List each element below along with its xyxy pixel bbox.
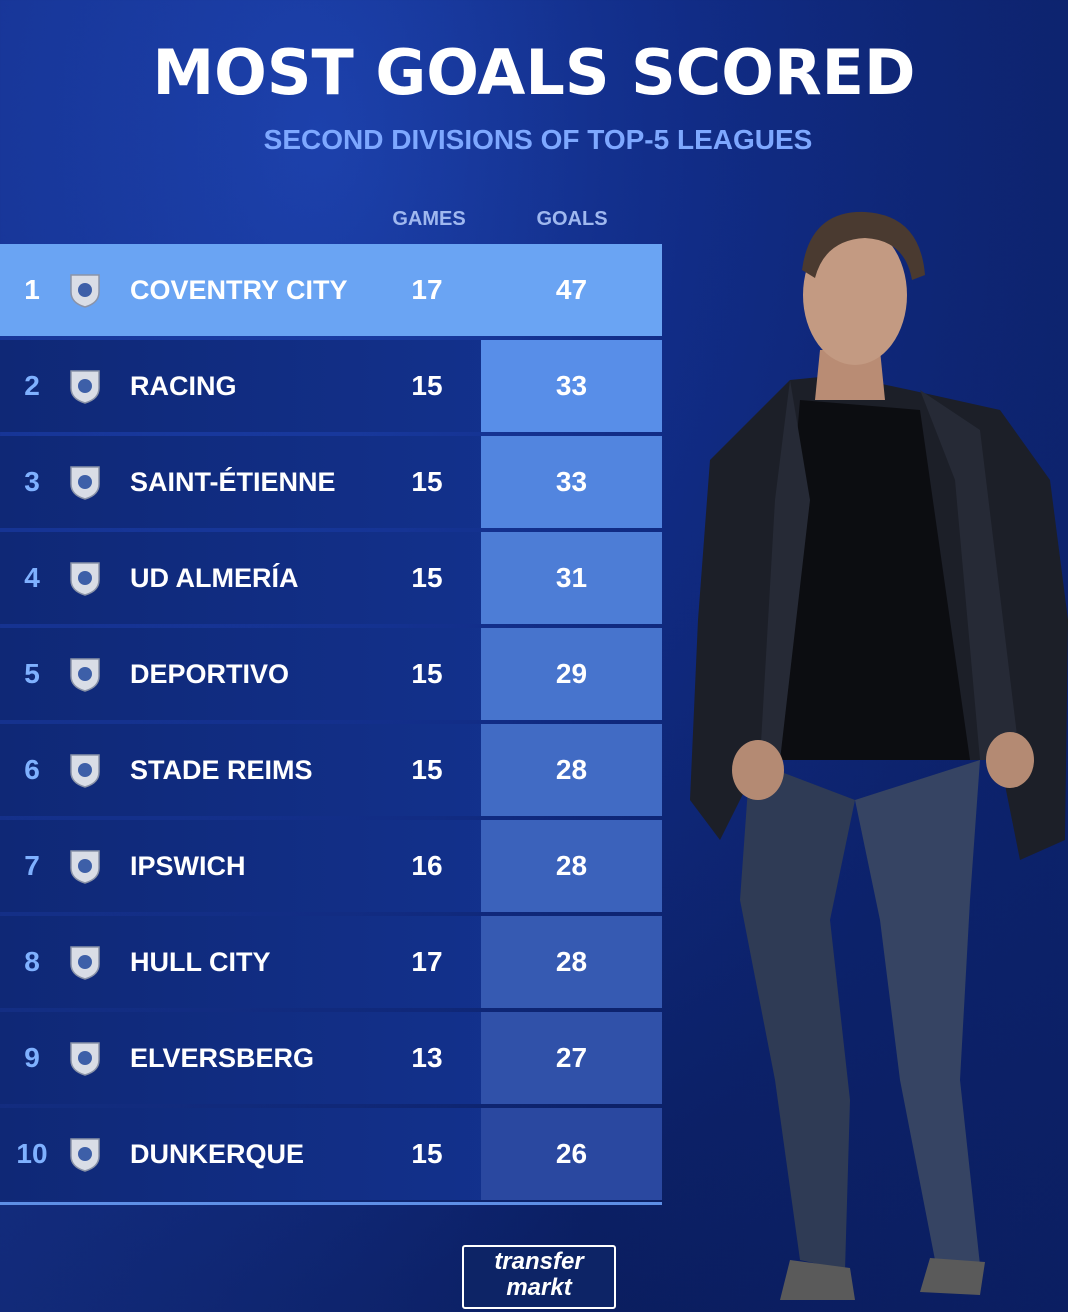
team-name: ELVERSBERG	[130, 1043, 315, 1073]
goals-value: 31	[555, 562, 588, 593]
page-title: MOST GOALS SCORED	[152, 36, 916, 109]
goals-cell: 26	[481, 1108, 662, 1200]
goals-cell: 33	[481, 436, 662, 528]
goals-value: 29	[555, 658, 588, 689]
goals-value: 27	[555, 1042, 588, 1073]
games-value: 15	[411, 754, 443, 785]
table-row: 8 HULL CITY 17 28	[0, 916, 662, 1008]
table-row: 2 RACING 15 33	[0, 340, 662, 432]
goals-cell: 33	[481, 340, 662, 432]
hull-crest-icon	[70, 946, 100, 980]
games-value: 13	[411, 1042, 443, 1073]
goals-cell: 47	[481, 244, 662, 336]
team-name: UD ALMERÍA	[130, 563, 299, 593]
team-name: STADE REIMS	[130, 755, 313, 785]
column-header-goals: GOALS	[536, 208, 608, 230]
table-row: 9 ELVERSBERG 13 27	[0, 1012, 662, 1104]
rank-number: 6	[24, 754, 40, 785]
table-row: 10 DUNKERQUE 15 26	[0, 1108, 662, 1200]
team-name: HULL CITY	[130, 947, 271, 977]
coventry-crest-icon	[70, 274, 100, 308]
table-row: 3 SAINT-ÉTIENNE 15 33	[0, 436, 662, 528]
rank-number: 5	[24, 658, 40, 689]
team-name: RACING	[130, 371, 237, 401]
rank-number: 10	[16, 1138, 48, 1169]
coach-photo	[690, 211, 1068, 1300]
transfermarkt-logo: transfer markt	[462, 1245, 616, 1309]
table-row: 4 UD ALMERÍA 15 31	[0, 532, 662, 624]
games-value: 15	[411, 1138, 443, 1169]
ranking-table: 1 COVENTRY CITY 17 47 2 RACING 15 33 3 SAINT-ÉTIE…	[0, 244, 662, 1204]
elversberg-crest-icon	[70, 1042, 100, 1076]
team-name: SAINT-ÉTIENNE	[130, 467, 336, 497]
games-value: 15	[411, 370, 443, 401]
team-name: DUNKERQUE	[130, 1139, 305, 1169]
ipswich-crest-icon	[70, 850, 100, 884]
games-value: 16	[411, 850, 443, 881]
rank-number: 1	[24, 274, 40, 305]
rank-number: 7	[24, 850, 40, 881]
games-value: 15	[411, 562, 443, 593]
rank-number: 3	[24, 466, 40, 497]
racing-crest-icon	[70, 370, 100, 404]
games-value: 17	[411, 274, 443, 305]
games-value: 17	[411, 946, 443, 977]
rank-number: 8	[24, 946, 40, 977]
page-subtitle: SECOND DIVISIONS OF TOP-5 LEAGUES	[263, 124, 813, 155]
deportivo-crest-icon	[70, 658, 100, 692]
games-value: 15	[411, 466, 443, 497]
saint-etienne-crest-icon	[70, 466, 100, 500]
table-row: 6 STADE REIMS 15 28	[0, 724, 662, 816]
goals-value: 28	[555, 850, 588, 881]
goals-cell: 27	[481, 1012, 662, 1104]
goals-value: 28	[555, 946, 588, 977]
rank-number: 9	[24, 1042, 40, 1073]
table-bottom-border	[0, 1202, 662, 1205]
goals-cell: 28	[481, 724, 662, 816]
goals-cell: 28	[481, 916, 662, 1008]
table-row: 5 DEPORTIVO 15 29	[0, 628, 662, 720]
team-name: IPSWICH	[130, 851, 246, 881]
dunkerque-crest-icon	[70, 1138, 100, 1172]
logo-text-line2: markt	[506, 1274, 572, 1301]
goals-cell: 29	[481, 628, 662, 720]
team-name: COVENTRY CITY	[130, 275, 348, 305]
goals-value: 47	[555, 274, 588, 305]
goals-cell: 31	[481, 532, 662, 624]
goals-cell: 28	[481, 820, 662, 912]
reims-crest-icon	[70, 754, 100, 788]
almeria-crest-icon	[70, 562, 100, 596]
team-name: DEPORTIVO	[130, 659, 290, 689]
goals-value: 33	[555, 370, 588, 401]
logo-text-line1: transfer	[494, 1248, 584, 1275]
table-row: 7 IPSWICH 16 28	[0, 820, 662, 912]
goals-value: 33	[555, 466, 588, 497]
table-row: 1 COVENTRY CITY 17 47	[0, 244, 662, 336]
rank-number: 2	[24, 370, 40, 401]
column-header-games: GAMES	[392, 208, 466, 230]
games-value: 15	[411, 658, 443, 689]
rank-number: 4	[24, 562, 40, 593]
goals-value: 26	[555, 1138, 588, 1169]
goals-value: 28	[555, 754, 588, 785]
